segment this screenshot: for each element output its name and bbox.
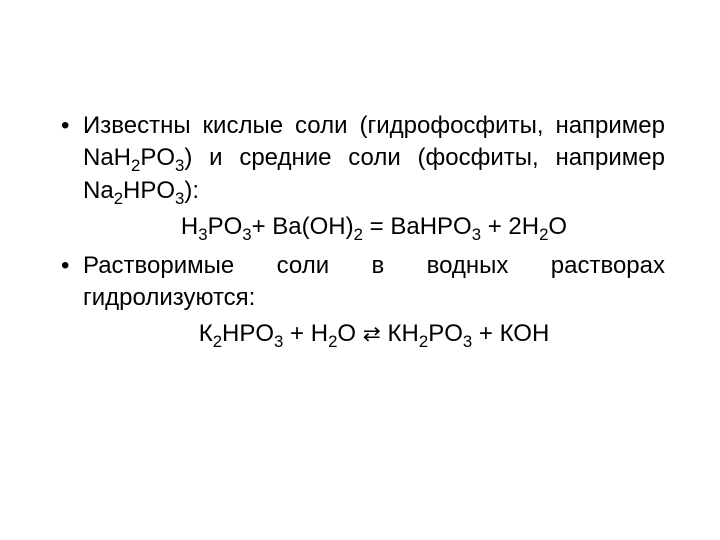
bullet-item-2: Растворимые соли в водных растворах гидр… <box>55 250 665 315</box>
equation-2: К2HPO3 + H2O ⇄ КH2PO3 + КОН <box>55 318 665 350</box>
equation-1: H3PO3+ Ba(OH)2 = BaHPO3 + 2H2O <box>55 211 665 243</box>
slide-content-list: Известны кислые соли (гидрофосфиты, напр… <box>55 110 665 351</box>
bullet-item-1: Известны кислые соли (гидрофосфиты, напр… <box>55 110 665 207</box>
